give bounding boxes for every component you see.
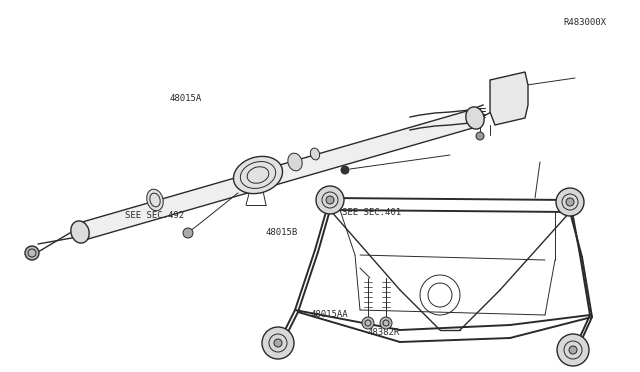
Ellipse shape <box>288 153 302 171</box>
Circle shape <box>380 317 392 329</box>
Text: 48382R: 48382R <box>368 328 400 337</box>
Ellipse shape <box>147 189 163 211</box>
Polygon shape <box>77 109 477 241</box>
Circle shape <box>326 196 334 204</box>
Ellipse shape <box>310 148 319 160</box>
Circle shape <box>362 317 374 329</box>
Circle shape <box>556 188 584 216</box>
Circle shape <box>569 346 577 354</box>
Ellipse shape <box>466 107 484 129</box>
Circle shape <box>476 132 484 140</box>
Text: R483000X: R483000X <box>563 18 606 27</box>
Text: 48015B: 48015B <box>266 228 298 237</box>
Ellipse shape <box>71 221 89 243</box>
Text: 48015A: 48015A <box>170 94 202 103</box>
Ellipse shape <box>234 156 282 194</box>
Circle shape <box>183 228 193 238</box>
Polygon shape <box>490 72 528 125</box>
Circle shape <box>566 198 574 206</box>
Text: SEE SEC.492: SEE SEC.492 <box>125 211 184 220</box>
Circle shape <box>274 339 282 347</box>
Circle shape <box>557 334 589 366</box>
Circle shape <box>316 186 344 214</box>
Text: 48015AA: 48015AA <box>310 310 348 319</box>
Circle shape <box>341 166 349 174</box>
Circle shape <box>25 246 39 260</box>
Circle shape <box>262 327 294 359</box>
Text: SEE SEC.401: SEE SEC.401 <box>342 208 401 217</box>
